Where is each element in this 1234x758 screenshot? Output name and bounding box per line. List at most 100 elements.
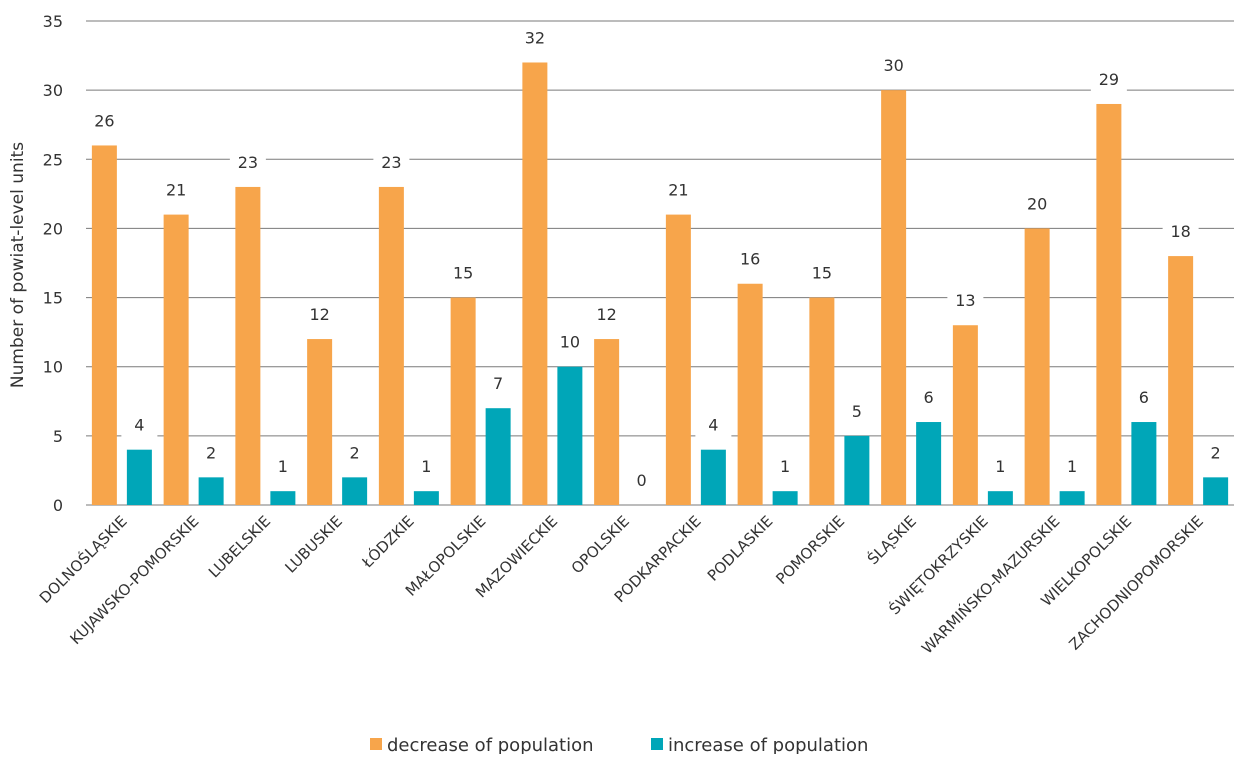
data-label: 30 [883,56,903,75]
bar-increase [1059,491,1085,505]
y-axis-title: Number of powiat-level units [8,142,28,388]
x-category-label: POMORSKIE [772,512,848,588]
y-tick-label: 10 [43,358,63,377]
data-label-background [1197,443,1234,466]
y-tick-label: 0 [53,496,63,515]
data-label: 21 [668,181,688,200]
data-label-background [1125,388,1162,411]
data-label: 21 [166,181,186,200]
y-axis-ticks: 0 5 10 15 20 25 30 35 [43,12,63,515]
x-category-label: LUBELSKIE [205,512,274,581]
data-label: 1 [278,457,288,476]
data-label-background [1019,194,1056,217]
data-label: 12 [309,305,329,324]
bar-increase [1131,422,1157,505]
data-label-background [480,374,517,397]
bar-increase [413,491,439,505]
bar-decrease [594,339,620,505]
x-category-label: ZACHODNIOPOMORSKIE [1065,512,1207,654]
x-category-label: LUBUSKIE [282,512,346,576]
bar-decrease [163,214,189,505]
data-label-background [660,180,697,203]
bar-increase [700,449,726,505]
data-label: 12 [596,305,616,324]
data-label: 6 [924,388,934,407]
data-label-background [588,305,625,328]
legend-swatch-increase [651,738,663,750]
data-label-background [516,28,553,51]
bar-increase [844,435,870,505]
data-label-background [1162,222,1199,245]
data-label: 1 [421,457,431,476]
data-label-background [695,415,732,438]
x-category-label: ŚLĄSKIE [863,511,920,568]
data-label-background [551,332,588,355]
bar-increase [987,491,1013,505]
data-label: 7 [493,374,503,393]
x-category-label: ŁÓDZKIE [357,511,418,572]
data-label-background [910,388,947,411]
data-label-background [875,56,912,79]
legend: decrease of population increase of popul… [370,735,868,756]
bar-decrease [378,186,404,505]
data-labels: 2621231223153212211615301320291842121710… [86,28,1234,493]
bar-decrease [450,297,476,505]
bar-decrease [1168,256,1194,505]
y-tick-label: 30 [43,81,63,100]
bar-decrease [307,339,333,505]
bar-decrease [91,145,117,505]
y-tick-label: 35 [43,12,63,31]
bar-decrease [1024,228,1050,505]
bar-decrease [952,325,978,505]
bar-increase [557,366,583,505]
data-label: 20 [1027,194,1047,213]
data-label: 2 [350,443,360,462]
data-label: 18 [1170,222,1190,241]
data-label: 10 [560,333,580,352]
data-label: 16 [740,250,760,269]
data-label: 15 [453,264,473,283]
data-label: 1 [780,457,790,476]
legend-label-increase: increase of population [668,735,868,754]
data-label: 26 [94,111,114,130]
data-label: 2 [1211,443,1221,462]
data-label-background [767,457,804,480]
data-label-background [623,471,660,493]
bar-increase [485,408,511,505]
data-label-background [803,263,840,286]
x-category-label: OPOLSKIE [568,512,633,577]
data-label-background [193,443,230,466]
grid-lines [86,20,1234,506]
data-label-background [229,152,266,175]
data-label: 1 [995,457,1005,476]
data-label-background [86,111,123,134]
bar-increase [126,449,152,505]
bar-increase [916,422,942,505]
bar-decrease [809,297,835,505]
bar-decrease [665,214,691,505]
bar-increase [198,477,224,505]
legend-label-decrease: decrease of population [387,735,594,754]
x-category-label: WARMIŃSKO-MAZURSKIE [917,511,1063,657]
bar-decrease [235,186,261,505]
y-tick-label: 25 [43,150,63,169]
bar-increase [772,491,798,505]
x-category-label: KUJAWSKO-POMORSKIE [66,512,202,648]
legend-swatch-decrease [370,738,382,750]
bar-increase [342,477,368,505]
data-label-background [982,457,1019,480]
data-label: 32 [525,28,545,47]
data-label: 23 [238,153,258,172]
data-label-background [301,305,338,328]
bars [91,62,1229,506]
data-label: 0 [637,471,647,490]
data-label-background [732,249,769,272]
data-label: 23 [381,153,401,172]
y-tick-label: 5 [53,427,63,446]
data-label-background [158,180,195,203]
y-tick-label: 15 [43,289,63,308]
bar-increase [270,491,296,505]
data-label: 6 [1139,388,1149,407]
